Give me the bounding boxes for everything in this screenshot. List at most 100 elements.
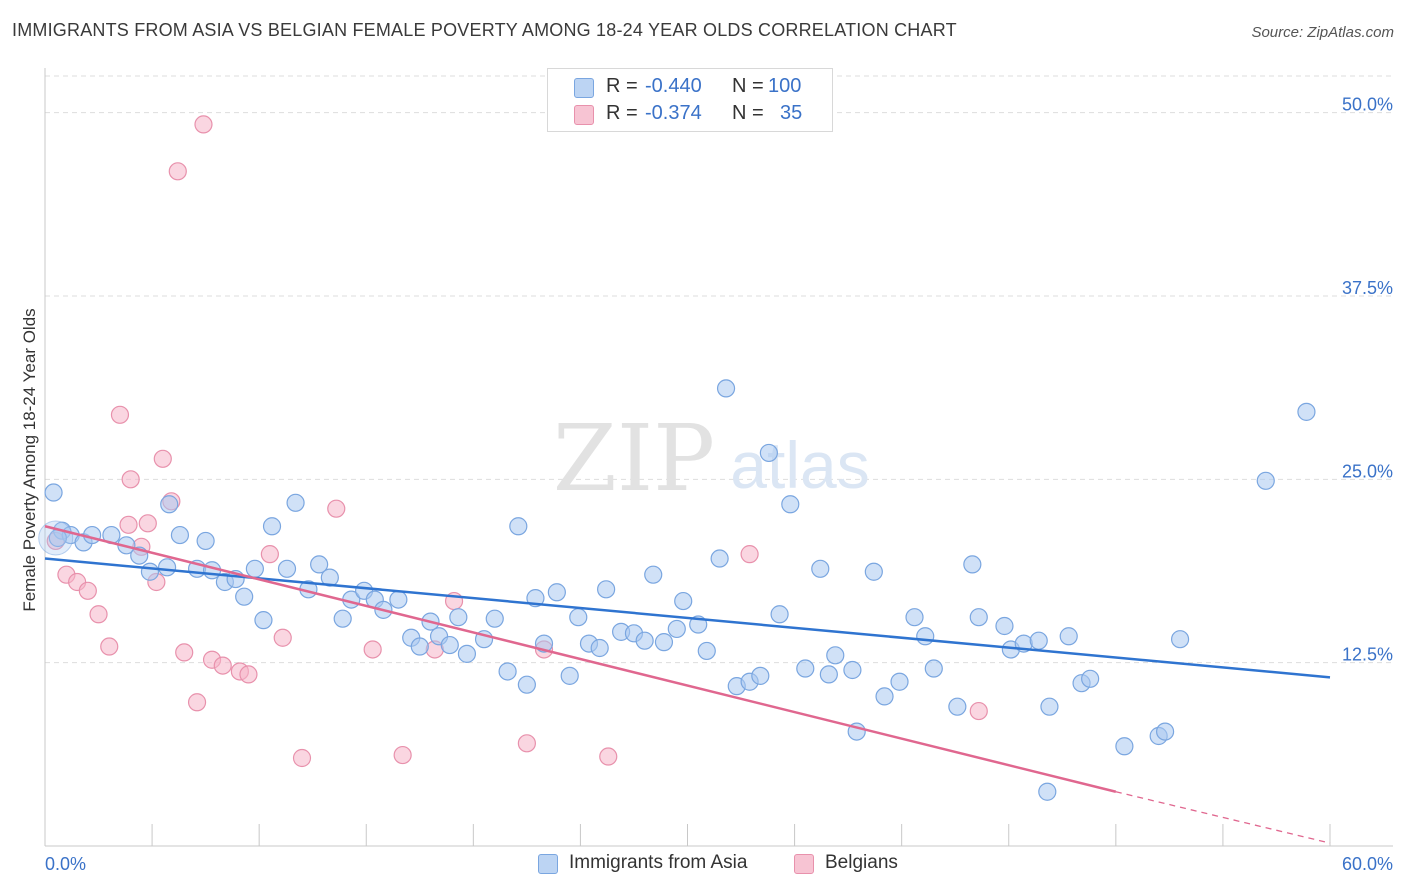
legend-swatch-blue	[538, 854, 558, 874]
point-immigrants-asia[interactable]	[864, 562, 883, 581]
point-immigrants-asia[interactable]	[262, 517, 282, 536]
point-belgians[interactable]	[517, 734, 536, 753]
point-immigrants-asia[interactable]	[1170, 630, 1190, 649]
point-immigrants-asia[interactable]	[905, 608, 924, 627]
point-immigrants-asia[interactable]	[781, 495, 800, 514]
point-immigrants-asia[interactable]	[969, 608, 988, 627]
point-immigrants-asia[interactable]	[498, 662, 517, 681]
point-belgians[interactable]	[239, 665, 258, 684]
point-immigrants-asia[interactable]	[83, 525, 102, 545]
point-immigrants-asia[interactable]	[995, 616, 1014, 636]
point-immigrants-asia[interactable]	[635, 631, 654, 650]
point-immigrants-asia[interactable]	[710, 549, 729, 568]
point-immigrants-asia[interactable]	[644, 565, 663, 584]
point-belgians[interactable]	[393, 745, 412, 765]
point-belgians[interactable]	[327, 499, 346, 518]
data-points	[38, 115, 1316, 801]
point-immigrants-asia[interactable]	[796, 659, 815, 678]
point-immigrants-asia[interactable]	[716, 379, 736, 398]
point-immigrants-asia[interactable]	[963, 555, 982, 574]
point-belgians[interactable]	[260, 545, 279, 564]
point-immigrants-asia[interactable]	[1081, 669, 1100, 688]
point-immigrants-asia[interactable]	[310, 555, 329, 574]
point-immigrants-asia[interactable]	[751, 666, 770, 685]
point-immigrants-asia[interactable]	[1297, 402, 1316, 421]
point-immigrants-asia[interactable]	[697, 641, 716, 661]
point-immigrants-asia[interactable]	[1040, 697, 1059, 716]
point-belgians[interactable]	[194, 115, 213, 134]
point-immigrants-asia[interactable]	[485, 609, 504, 628]
point-immigrants-asia[interactable]	[254, 611, 273, 630]
legend-n-value: 35	[780, 102, 803, 124]
point-immigrants-asia[interactable]	[389, 590, 408, 609]
point-immigrants-asia[interactable]	[667, 619, 686, 639]
point-immigrants-asia[interactable]	[160, 495, 179, 514]
point-immigrants-asia[interactable]	[890, 672, 909, 691]
point-immigrants-asia[interactable]	[44, 483, 63, 502]
point-belgians[interactable]	[363, 640, 382, 659]
point-immigrants-asia[interactable]	[948, 697, 967, 716]
point-immigrants-asia[interactable]	[826, 646, 845, 665]
point-belgians[interactable]	[187, 693, 207, 712]
point-immigrants-asia[interactable]	[875, 687, 894, 706]
point-belgians[interactable]	[110, 405, 130, 424]
point-belgians[interactable]	[740, 545, 759, 564]
point-immigrants-asia[interactable]	[1059, 627, 1078, 646]
point-belgians[interactable]	[175, 643, 194, 662]
point-belgians[interactable]	[89, 605, 108, 624]
point-immigrants-asia[interactable]	[597, 580, 616, 599]
source-credit[interactable]: Source: ZipAtlas.com	[1251, 24, 1394, 41]
point-immigrants-asia[interactable]	[410, 637, 429, 656]
point-immigrants-asia[interactable]	[1038, 782, 1057, 801]
point-cluster-asia[interactable]	[38, 520, 74, 556]
point-immigrants-asia[interactable]	[674, 591, 693, 611]
point-immigrants-asia[interactable]	[170, 525, 190, 545]
point-belgians[interactable]	[213, 656, 232, 675]
point-belgians[interactable]	[100, 637, 119, 656]
point-immigrants-asia[interactable]	[333, 609, 352, 628]
point-immigrants-asia[interactable]	[1029, 631, 1048, 650]
point-immigrants-asia[interactable]	[654, 633, 674, 652]
point-belgians[interactable]	[168, 162, 187, 181]
point-immigrants-asia[interactable]	[235, 587, 254, 606]
point-immigrants-asia[interactable]	[245, 559, 264, 578]
point-immigrants-asia[interactable]	[759, 443, 778, 463]
point-immigrants-asia[interactable]	[286, 493, 305, 512]
point-belgians[interactable]	[292, 748, 312, 768]
point-immigrants-asia[interactable]	[1256, 471, 1275, 490]
watermark-zip: ZIP	[553, 405, 715, 512]
legend-n-label: N =	[732, 102, 764, 124]
point-belgians[interactable]	[969, 701, 988, 721]
point-immigrants-asia[interactable]	[157, 558, 177, 577]
point-immigrants-asia[interactable]	[547, 583, 566, 602]
point-immigrants-asia[interactable]	[509, 517, 528, 536]
point-immigrants-asia[interactable]	[440, 635, 459, 655]
point-immigrants-asia[interactable]	[819, 665, 838, 684]
point-immigrants-asia[interactable]	[811, 559, 830, 578]
point-immigrants-asia[interactable]	[770, 605, 789, 624]
gridlines	[45, 75, 1393, 664]
point-immigrants-asia[interactable]	[916, 627, 935, 646]
point-belgians[interactable]	[78, 581, 97, 600]
point-immigrants-asia[interactable]	[1155, 722, 1175, 741]
point-belgians[interactable]	[119, 515, 138, 534]
point-belgians[interactable]	[153, 449, 172, 468]
point-immigrants-asia[interactable]	[457, 644, 477, 663]
point-immigrants-asia[interactable]	[449, 608, 468, 627]
point-belgians[interactable]	[273, 628, 292, 647]
point-immigrants-asia[interactable]	[569, 608, 588, 627]
point-immigrants-asia[interactable]	[140, 562, 160, 581]
point-immigrants-asia[interactable]	[560, 666, 579, 685]
point-belgians[interactable]	[138, 514, 157, 533]
y-tick-label: 37.5%	[1342, 278, 1393, 298]
point-immigrants-asia[interactable]	[277, 559, 297, 578]
point-belgians[interactable]	[599, 747, 618, 766]
point-immigrants-asia[interactable]	[590, 638, 609, 658]
point-immigrants-asia[interactable]	[196, 531, 215, 551]
trend-line-belgians-extension	[1115, 791, 1331, 844]
point-immigrants-asia[interactable]	[517, 675, 536, 694]
point-immigrants-asia[interactable]	[1115, 737, 1134, 756]
point-belgians[interactable]	[121, 470, 140, 489]
point-immigrants-asia[interactable]	[843, 660, 862, 680]
point-immigrants-asia[interactable]	[924, 659, 943, 678]
